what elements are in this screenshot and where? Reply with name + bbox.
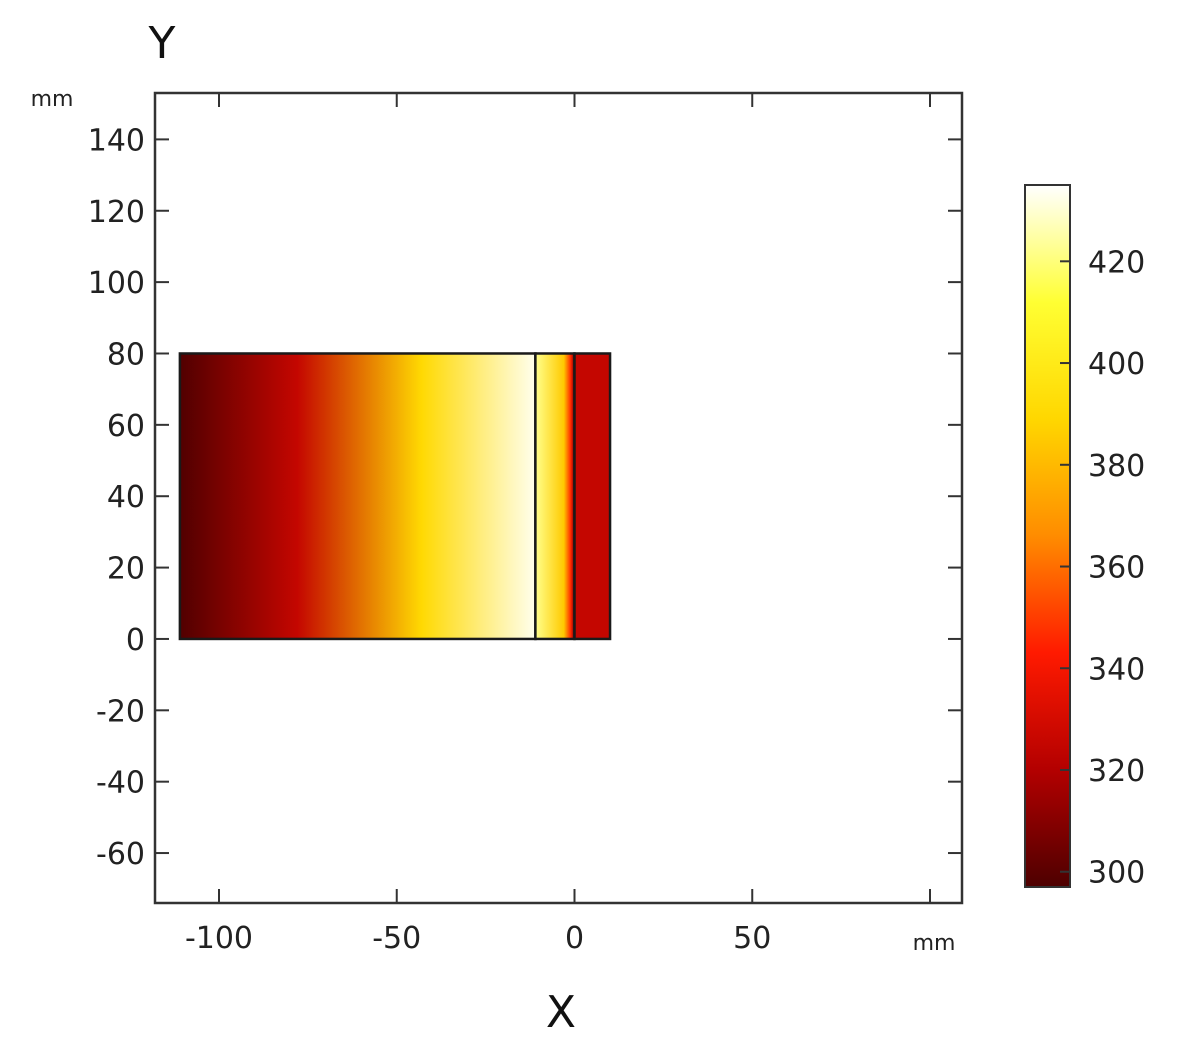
domain-region-3 — [574, 353, 611, 639]
x-tick-label: -50 — [372, 921, 421, 956]
colorbar-tick-label: 320 — [1088, 754, 1145, 789]
heatmap-domains — [178, 352, 612, 641]
colorbar-ticks: 300 320 340 360 380 400 420 — [1060, 245, 1145, 891]
colorbar-tick-label: 400 — [1088, 347, 1145, 382]
colorbar-tick-label: 340 — [1088, 652, 1145, 687]
colorbar — [1024, 184, 1071, 888]
y-tick-label: 0 — [126, 623, 145, 658]
y-tick-label: 120 — [88, 195, 145, 230]
y-axis-title: Y — [148, 18, 176, 69]
y-tick-label: 140 — [88, 123, 145, 158]
y-tick-label: -40 — [96, 766, 145, 801]
x-tick-label: 0 — [565, 921, 584, 956]
x-tick-label: -100 — [185, 921, 253, 956]
x-axis-unit: mm — [913, 931, 956, 956]
colorbar-tick-label: 420 — [1088, 245, 1145, 280]
colorbar-tick-label: 380 — [1088, 449, 1145, 484]
y-axis-unit: mm — [31, 87, 74, 112]
domain-region-2 — [535, 353, 575, 639]
y-tick-label: 80 — [107, 337, 145, 372]
y-tick-label: 20 — [107, 552, 145, 587]
y-tick-label: 40 — [107, 480, 145, 515]
colorbar-tick-label: 300 — [1088, 856, 1145, 891]
domain-boundary-3 — [573, 352, 612, 641]
y-tick-label: -20 — [96, 694, 145, 729]
x-axis-title: X — [546, 987, 576, 1038]
x-axis-ticks: -100 -50 0 50 — [185, 93, 932, 956]
y-tick-label: -60 — [96, 837, 145, 872]
y-tick-label: 60 — [107, 409, 145, 444]
y-axis-ticks: -60 -40 -20 0 20 40 60 80 100 120 140 — [88, 123, 962, 872]
y-tick-label: 100 — [88, 266, 145, 301]
colorbar-tick-label: 360 — [1088, 551, 1145, 586]
x-tick-label: 50 — [733, 921, 771, 956]
plot-frame — [153, 91, 964, 905]
domain-region-1 — [179, 353, 536, 639]
